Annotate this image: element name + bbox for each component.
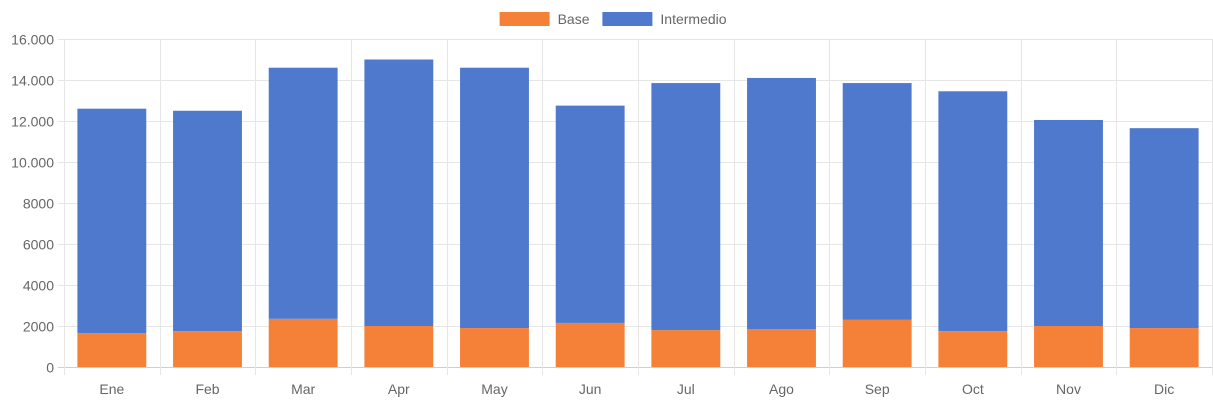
bar-base-jul[interactable] [651,330,721,367]
bar-base-apr[interactable] [364,326,434,367]
bar-intermedio-jul[interactable] [651,83,721,331]
legend-label: Base [558,11,590,27]
bar-base-ago[interactable] [747,329,816,367]
y-tick-label: 10.000 [11,155,54,171]
legend-label: Intermedio [660,11,726,27]
x-tick-label: Apr [388,381,410,397]
y-tick-label: 0 [46,360,54,376]
bar-intermedio-nov[interactable] [1034,119,1103,326]
bar-intermedio-ene[interactable] [77,108,147,334]
bar-intermedio-feb[interactable] [173,110,242,332]
bar-intermedio-dic[interactable] [1129,128,1199,329]
x-tick-label: Oct [962,381,984,397]
x-tick-label: Ene [99,381,124,397]
bar-intermedio-mar[interactable] [268,67,338,319]
legend-item-intermedio[interactable]: Intermedio [602,11,727,27]
x-tick-label: Dic [1154,381,1174,397]
y-tick-label: 16.000 [11,32,54,48]
bar-intermedio-oct[interactable] [938,91,1008,332]
legend-swatch [602,12,653,26]
bar-base-jun[interactable] [555,322,625,367]
y-tick-label: 6000 [23,237,54,253]
y-tick-label: 2000 [23,319,54,335]
x-tick-label: Ago [769,381,794,397]
bar-base-feb[interactable] [173,331,242,367]
y-tick-label: 8000 [23,196,54,212]
y-tick-label: 14.000 [11,73,54,89]
bar-intermedio-may[interactable] [460,67,529,329]
x-tick-label: May [481,381,507,397]
bar-base-oct[interactable] [938,331,1008,367]
x-tick-label: Feb [195,381,219,397]
bar-intermedio-apr[interactable] [364,59,434,327]
bar-base-nov[interactable] [1034,326,1103,367]
bar-intermedio-ago[interactable] [747,77,816,330]
legend-swatch [499,12,550,26]
legend[interactable]: Base Intermedio [499,11,727,27]
bar-base-mar[interactable] [268,318,338,367]
bar-base-ene[interactable] [77,333,147,367]
bar-base-sep[interactable] [842,319,912,367]
x-tick-label: Nov [1056,381,1081,397]
x-tick-label: Sep [865,381,890,397]
y-tick-label: 4000 [23,278,54,294]
x-tick-label: Mar [291,381,315,397]
x-tick-label: Jun [579,381,602,397]
bar-base-dic[interactable] [1129,328,1199,367]
y-tick-label: 12.000 [11,114,54,130]
bar-intermedio-jun[interactable] [555,105,625,323]
bar-base-may[interactable] [460,328,529,367]
bar-intermedio-sep[interactable] [842,83,912,320]
axes: 0 2000 4000 6000 8000 10.000 12.000 14.000 16.00… [11,32,1174,398]
legend-item-base[interactable]: Base [499,11,590,27]
x-tick-label: Jul [677,381,695,397]
bars [77,59,1199,367]
